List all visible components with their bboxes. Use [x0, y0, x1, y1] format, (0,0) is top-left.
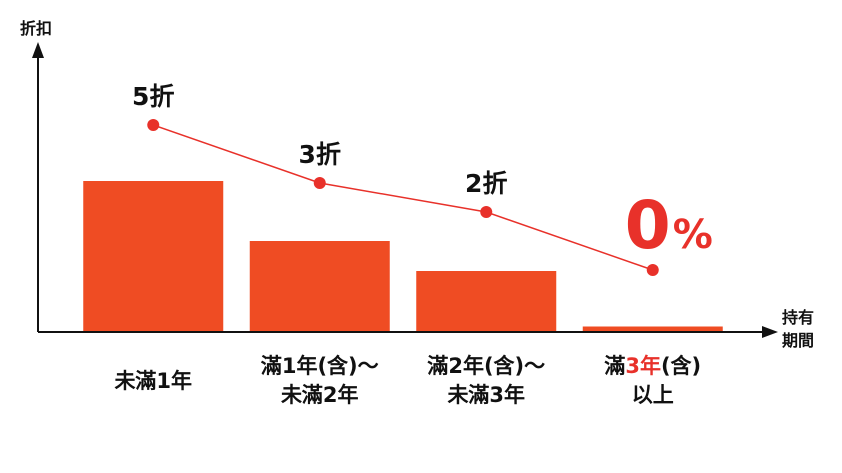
line-point-2	[313, 177, 326, 189]
bar-2	[249, 241, 390, 331]
category-label-3-line1: 滿2年(含)～	[427, 354, 545, 378]
x-axis-title-line2: 期間	[782, 331, 814, 350]
category-label-4-line2: 以上	[632, 383, 674, 407]
x-axis-arrow-icon	[762, 326, 778, 338]
category-label-1-line1: 未滿1年	[114, 369, 192, 393]
y-axis-title: 折扣	[20, 19, 52, 38]
line-point-3	[480, 206, 493, 218]
data-label-3: 2折	[465, 169, 507, 198]
data-label-2: 3折	[299, 140, 341, 169]
category-labels: 未滿1年 滿1年(含)～ 未滿2年 滿2年(含)～ 未滿3年 滿3年(含) 以上	[114, 354, 701, 407]
category-label-3-line2: 未滿3年	[447, 383, 525, 407]
category-label-2-line2: 未滿2年	[281, 383, 359, 407]
data-labels: 5折 3折 2折 0%	[132, 82, 713, 264]
x-axis-title-line1: 持有	[782, 308, 814, 327]
line-path	[153, 124, 653, 271]
bar-1	[83, 181, 224, 331]
category-label-4-line1: 滿3年(含)	[604, 354, 701, 378]
line-point-1	[147, 119, 160, 131]
data-label-4: 0%	[625, 187, 713, 264]
category-label-2-line1: 滿1年(含)～	[261, 354, 379, 378]
line-point-4	[646, 264, 659, 276]
data-label-1: 5折	[132, 82, 174, 111]
y-axis-arrow-icon	[32, 42, 44, 58]
bar-3	[416, 271, 557, 331]
bar-4	[582, 326, 723, 331]
bar-series	[83, 181, 723, 331]
line-series	[147, 119, 659, 276]
